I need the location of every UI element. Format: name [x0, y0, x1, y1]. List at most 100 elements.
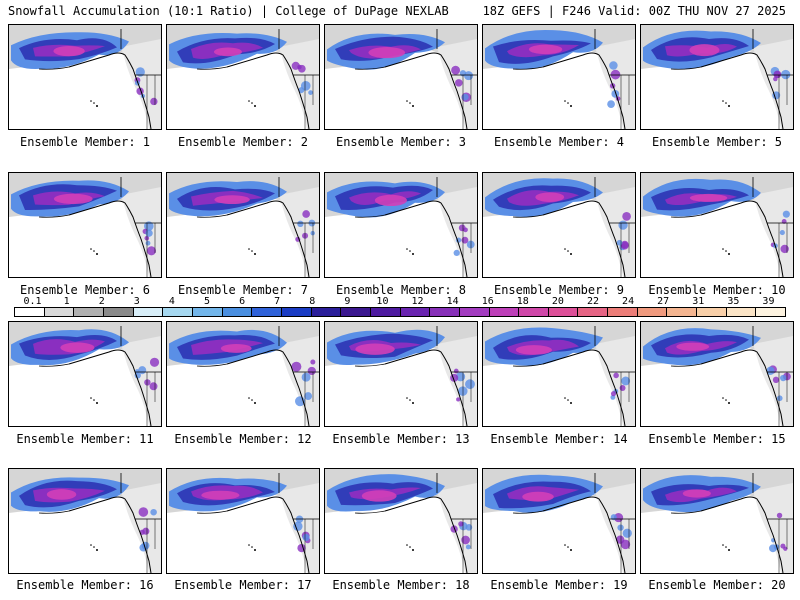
hawaii-island — [564, 100, 566, 102]
hawaii-island — [570, 549, 572, 551]
island-chain — [38, 510, 70, 514]
colorbar-swatch — [608, 308, 638, 316]
hawaii-island — [728, 105, 730, 107]
hawaii-island — [725, 546, 727, 548]
ensemble-member-label: Ensemble Member: 9 — [493, 283, 625, 297]
state-lines — [462, 223, 472, 277]
colorbar-swatch — [163, 308, 193, 316]
coastline — [68, 52, 152, 129]
hawaii-island — [409, 250, 411, 252]
hawaii-island — [93, 546, 95, 548]
colorbar-swatch — [44, 308, 75, 316]
ensemble-panel — [8, 321, 162, 427]
mountain-snow — [300, 81, 311, 91]
mountain-snow — [610, 391, 617, 397]
state-lines — [146, 75, 156, 129]
north-america-land — [753, 336, 793, 426]
mountain-snow — [455, 79, 463, 87]
island-chain — [196, 214, 228, 218]
ensemble-member-label: Ensemble Member: 6 — [19, 283, 151, 297]
state-lines — [778, 223, 788, 277]
hawaii-island — [567, 102, 569, 104]
mountain-snow — [617, 524, 624, 531]
mountain-snow — [618, 220, 628, 230]
island-chain — [196, 510, 228, 514]
mountain-snow — [150, 97, 158, 106]
snowfall-map — [483, 322, 635, 426]
snow-heaviest — [689, 193, 728, 202]
ensemble-panel — [482, 172, 636, 278]
hawaii-island — [93, 102, 95, 104]
hawaii-island — [567, 546, 569, 548]
colorbar-swatch — [489, 308, 520, 316]
mountain-snow — [146, 246, 156, 256]
hawaii-island — [406, 397, 408, 399]
north-america-land — [753, 39, 793, 129]
mountain-snow — [622, 212, 631, 221]
colorbar-tick-label: 0.1 — [23, 296, 42, 307]
snowfall-map — [325, 322, 477, 426]
snowfall-map — [9, 173, 161, 277]
hawaii-island — [412, 253, 414, 255]
ensemble-member-label: Ensemble Member: 1 — [19, 135, 151, 149]
hawaii-island — [406, 544, 408, 546]
ensemble-member-label: Ensemble Member: 2 — [177, 135, 309, 149]
mountain-snow — [150, 508, 157, 516]
hawaii-island — [570, 105, 572, 107]
coastline — [384, 200, 468, 277]
state-lines — [778, 372, 788, 426]
mountain-snow — [616, 239, 623, 246]
mountain-snow — [144, 379, 151, 386]
mountain-snow — [301, 372, 311, 382]
island-chain — [354, 363, 386, 367]
colorbar-swatch — [697, 308, 727, 316]
mountain-snow — [609, 61, 618, 70]
mountain-snow — [465, 379, 475, 390]
coastline — [700, 349, 784, 426]
colorbar-tick-label: 10 — [376, 296, 389, 307]
snowfall-map — [325, 173, 477, 277]
ensemble-member-label: Ensemble Member: 7 — [177, 283, 309, 297]
colorbar-swatch — [459, 308, 490, 316]
colorbar-swatch — [578, 308, 609, 316]
north-america-land — [121, 39, 161, 129]
ensemble-panel — [324, 172, 478, 278]
island-chain — [670, 66, 702, 70]
hawaii-island — [90, 397, 92, 399]
mountain-snow — [453, 249, 460, 257]
hawaii-island — [248, 100, 250, 102]
map-title: Snowfall Accumulation (10:1 Ratio) | Col… — [8, 4, 449, 18]
hawaii-island — [96, 402, 98, 404]
mountain-snow — [776, 512, 783, 519]
mountain-snow — [779, 230, 785, 236]
island-chain — [38, 214, 70, 218]
island-chain — [354, 214, 386, 218]
hawaii-island — [722, 100, 724, 102]
snow-heaviest — [535, 192, 565, 202]
mountain-snow — [773, 70, 782, 79]
hawaii-island — [96, 105, 98, 107]
ensemble-panel — [640, 172, 794, 278]
snow-heaviest — [53, 193, 93, 205]
ensemble-panel — [166, 24, 320, 130]
snow-heaviest — [213, 47, 242, 57]
coastline — [700, 496, 784, 573]
hawaii-island — [564, 248, 566, 250]
colorbar-swatch — [370, 308, 401, 316]
ensemble-member-label: Ensemble Member: 18 — [332, 578, 470, 592]
mountain-snow — [304, 392, 313, 400]
colorbar-tick-label: 22 — [586, 296, 600, 307]
colorbar-swatch — [667, 308, 698, 316]
north-america-land — [279, 336, 319, 426]
ensemble-panel — [8, 468, 162, 574]
hawaii-island — [251, 102, 253, 104]
state-lines — [146, 223, 156, 277]
island-chain — [512, 363, 544, 367]
coastline — [542, 349, 626, 426]
snowfall-colorbar: 0.1 1 2 3 4 5 6 7 8 9 10 12 14 16 18 20 22 24 27 31 35 39 — [14, 296, 786, 318]
mountain-snow — [291, 361, 302, 372]
colorbar-swatch — [341, 308, 371, 316]
coastline — [68, 200, 152, 277]
colorbar-swatch — [548, 308, 579, 316]
hawaii-island — [722, 397, 724, 399]
